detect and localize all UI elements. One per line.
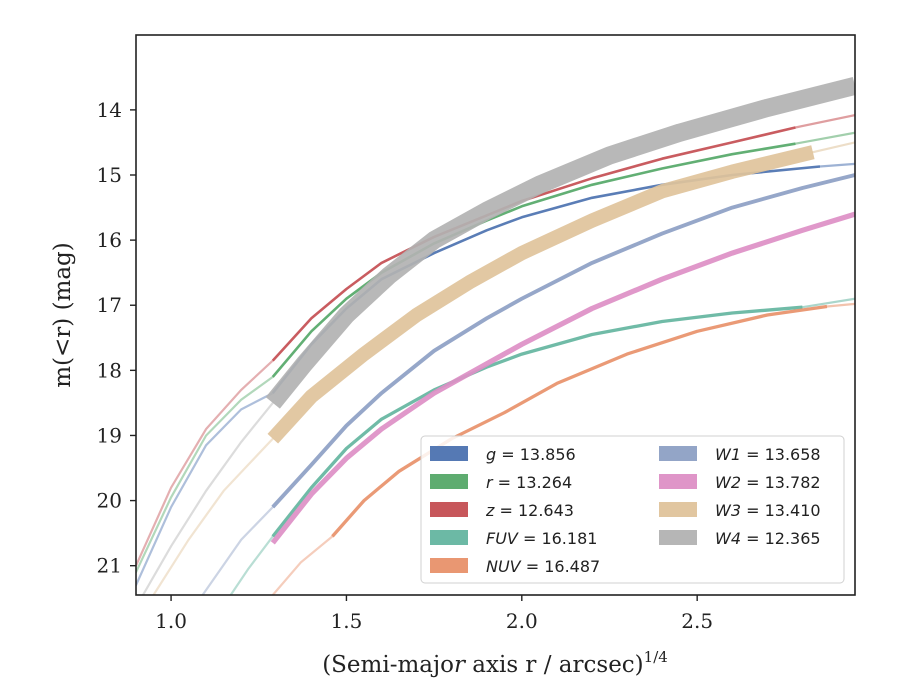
legend-item-W3: W3 = 13.410 xyxy=(659,501,821,520)
series-g-extrapolation-inner xyxy=(136,392,274,587)
legend-label: W1 = 13.658 xyxy=(715,445,821,464)
series-W2-band xyxy=(270,211,855,545)
series-r-extrapolation-outer xyxy=(794,131,855,145)
legend-label-value: = 12.643 xyxy=(494,501,574,520)
series-W1 xyxy=(201,173,855,595)
legend-label: FUV = 16.181 xyxy=(486,529,597,548)
x-axis-label-exponent: 1/4 xyxy=(644,648,668,666)
legend-label-band: g xyxy=(486,445,496,464)
legend-label-band: W1 xyxy=(715,445,741,464)
legend-swatch xyxy=(659,474,697,489)
series-W4-extrapolation-inner xyxy=(141,401,274,595)
legend-item-g: g = 13.856 xyxy=(430,445,576,464)
legend-label-value: = 16.181 xyxy=(518,529,598,548)
legend-label: NUV = 16.487 xyxy=(486,557,600,576)
series-FUV-band xyxy=(271,305,803,538)
series-W1-band xyxy=(271,173,855,509)
legend-item-FUV: FUV = 16.181 xyxy=(430,529,597,548)
x-tick-label: 1.0 xyxy=(155,609,187,633)
legend-label-value: = 13.782 xyxy=(741,473,821,492)
legend-item-W2: W2 = 13.782 xyxy=(659,473,821,492)
series-W1-extrapolation-inner xyxy=(201,506,274,595)
y-tick-label: 19 xyxy=(97,423,122,447)
legend-swatch xyxy=(430,558,468,573)
y-tick-label: 21 xyxy=(97,554,122,578)
x-axis-label-prefix: (Semi-majo xyxy=(322,652,454,678)
legend-label: r = 13.264 xyxy=(486,473,572,492)
legend-label-band: NUV xyxy=(486,557,522,576)
legend-item-W4: W4 = 12.365 xyxy=(659,529,821,548)
x-tick-label: 1.5 xyxy=(331,609,363,633)
series-W3-extrapolation-inner xyxy=(152,437,274,595)
legend-label-band: W4 xyxy=(715,529,741,548)
plot-frame xyxy=(135,34,856,596)
legend-label-value: = 13.658 xyxy=(741,445,821,464)
legend-label-band: r xyxy=(486,473,494,492)
y-tick-label: 14 xyxy=(97,98,122,122)
legend-label-band: W2 xyxy=(715,473,741,492)
y-tick-label: 18 xyxy=(97,358,122,382)
legend-item-r: r = 13.264 xyxy=(430,473,572,492)
x-axis-label-var: r xyxy=(454,652,467,678)
series-z-extrapolation-outer xyxy=(794,114,855,129)
legend-label: W3 = 13.410 xyxy=(715,501,821,520)
series-r-extrapolation-inner xyxy=(136,375,274,574)
legend-swatch xyxy=(430,474,468,489)
ticks-layer: 1.0 1.5 2.0 2.5 14 15 16 17 18 19 20 21 xyxy=(97,98,714,633)
series-NUV-band xyxy=(331,304,828,538)
legend-swatch xyxy=(659,446,697,461)
series-W4 xyxy=(141,76,855,595)
legend-label: W2 = 13.782 xyxy=(715,473,821,492)
legend-swatch xyxy=(430,502,468,517)
series-NUV-extrapolation-inner xyxy=(271,535,334,595)
y-tick-label: 16 xyxy=(97,228,122,252)
x-tick-label: 2.0 xyxy=(506,609,538,633)
legend-label: g = 13.856 xyxy=(486,445,576,464)
y-tick-label: 17 xyxy=(97,293,122,317)
legend-label-value: = 12.365 xyxy=(741,529,821,548)
y-axis-label: m(<r) (mag) xyxy=(50,242,76,388)
legend-label-value: = 13.264 xyxy=(493,473,573,492)
legend-label-band: FUV xyxy=(486,529,519,548)
legend-label-band: W3 xyxy=(715,501,741,520)
x-tick-label: 2.5 xyxy=(681,609,713,633)
legend-item-NUV: NUV = 16.487 xyxy=(430,557,600,576)
legend-swatch xyxy=(430,530,468,545)
series-W4-band xyxy=(265,76,855,409)
series-NUV-extrapolation-outer xyxy=(825,302,855,308)
series-z-extrapolation-inner xyxy=(136,359,274,567)
legend-label: z = 12.643 xyxy=(485,501,574,520)
series-NUV xyxy=(271,302,855,595)
legend-label-value: = 13.410 xyxy=(741,501,821,520)
y-tick-label: 20 xyxy=(97,489,122,513)
series-W3-extrapolation-outer xyxy=(811,141,855,154)
legend-swatch xyxy=(430,446,468,461)
legend-label-band: z xyxy=(485,501,495,520)
legend-swatch xyxy=(659,502,697,517)
series-layer xyxy=(136,76,855,595)
legend-box xyxy=(420,435,845,584)
x-axis-label: (Semi-major axis r / arcsec)1/4 xyxy=(322,648,668,678)
y-tick-label: 15 xyxy=(97,163,122,187)
series-FUV-extrapolation-outer xyxy=(801,297,855,309)
series-W3-band xyxy=(267,145,815,444)
series-W2 xyxy=(270,211,855,545)
legend-label-value: = 13.856 xyxy=(496,445,576,464)
legend-swatch xyxy=(659,530,697,545)
series-FUV-extrapolation-inner xyxy=(229,535,274,595)
legend-item-W1: W1 = 13.658 xyxy=(659,445,821,464)
legend-label-value: = 16.487 xyxy=(521,557,601,576)
series-g-extrapolation-outer xyxy=(818,162,855,168)
series-FUV xyxy=(229,297,855,595)
series-W3 xyxy=(152,141,855,595)
legend-item-z: z = 12.643 xyxy=(430,501,574,520)
legend-label: W4 = 12.365 xyxy=(715,529,821,548)
x-axis-label-suffix: axis r / arcsec) xyxy=(465,652,644,678)
